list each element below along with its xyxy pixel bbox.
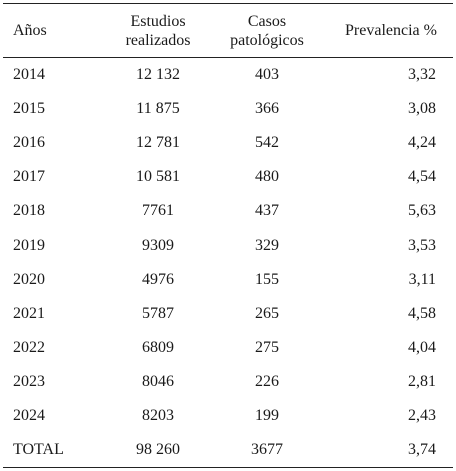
header-year: Años [13, 22, 47, 39]
cell-prevalence: 3,08 [408, 100, 436, 118]
cell-cases: 155 [255, 270, 279, 288]
total-row: TOTAL 98 260 3677 3,74 [3, 433, 453, 468]
cell-studies: 4976 [142, 270, 174, 288]
cell-cases: 265 [255, 304, 279, 322]
cell-year: 2022 [13, 338, 45, 356]
cell-prevalence: 3,32 [408, 66, 436, 84]
cell-prevalence: 4,54 [408, 168, 436, 186]
cell-cases: 366 [255, 100, 279, 118]
cell-prevalence: 5,63 [408, 202, 436, 220]
cell-studies: 10 581 [136, 168, 180, 186]
cell-cases: 199 [255, 406, 279, 424]
cell-prevalence: 4,04 [408, 338, 436, 356]
cell-year: 2016 [13, 134, 45, 152]
cell-cases: 3677 [251, 441, 283, 459]
header-cases-line2: patológicos [230, 31, 304, 49]
cell-year: 2020 [13, 270, 45, 288]
table-row: 2019 9309 329 3,53 [3, 228, 453, 262]
cell-studies: 6809 [142, 338, 174, 356]
cell-cases: 403 [255, 66, 279, 84]
table-row: 2023 8046 226 2,81 [3, 365, 453, 399]
cell-prevalence: 2,81 [408, 372, 436, 390]
table-header: Años Estudios realizados Casos patológic… [3, 3, 453, 58]
table-body: 2014 12 132 403 3,32 2015 11 875 366 3,0… [3, 58, 453, 468]
header-studies-line2: realizados [125, 31, 191, 49]
cell-studies: 8203 [142, 406, 174, 424]
cell-prevalence: 2,43 [408, 406, 436, 424]
cell-studies: 12 781 [136, 134, 180, 152]
cell-year: TOTAL [13, 441, 64, 459]
cell-prevalence: 4,58 [408, 304, 436, 322]
cell-studies: 8046 [142, 372, 174, 390]
table-row: 2024 8203 199 2,43 [3, 399, 453, 433]
table-row: 2015 11 875 366 3,08 [3, 92, 453, 126]
table-row: 2022 6809 275 4,04 [3, 331, 453, 365]
cell-cases: 480 [255, 168, 279, 186]
cell-year: 2014 [13, 66, 45, 84]
cell-prevalence: 4,24 [408, 134, 436, 152]
cell-cases: 437 [255, 202, 279, 220]
cell-prevalence: 3,74 [408, 441, 436, 459]
cell-year: 2019 [13, 236, 45, 254]
cell-studies: 9309 [142, 236, 174, 254]
header-row: Años Estudios realizados Casos patológic… [3, 3, 453, 58]
table-row: 2020 4976 155 3,11 [3, 263, 453, 297]
header-studies: Estudios realizados [103, 4, 213, 58]
cell-studies: 5787 [142, 304, 174, 322]
cell-year: 2023 [13, 372, 45, 390]
table-row: 2018 7761 437 5,63 [3, 194, 453, 228]
cell-year: 2017 [13, 168, 45, 186]
cell-cases: 275 [255, 338, 279, 356]
cell-studies: 7761 [142, 202, 174, 220]
cell-cases: 226 [255, 372, 279, 390]
table-row: 2014 12 132 403 3,32 [3, 58, 453, 93]
cell-year: 2018 [13, 202, 45, 220]
header-prevalence: Prevalencia % [345, 22, 437, 39]
cell-prevalence: 3,11 [408, 270, 436, 288]
cell-cases: 329 [255, 236, 279, 254]
header-studies-line1: Estudios [130, 12, 186, 30]
table-row: 2021 5787 265 4,58 [3, 297, 453, 331]
cell-studies: 11 875 [136, 100, 180, 118]
cell-cases: 542 [255, 134, 279, 152]
header-cases: Casos patológicos [213, 4, 321, 58]
table-row: 2016 12 781 542 4,24 [3, 126, 453, 160]
prevalence-table-container: Años Estudios realizados Casos patológic… [3, 3, 453, 468]
cell-studies: 98 260 [136, 441, 180, 459]
cell-prevalence: 3,53 [408, 236, 436, 254]
cell-year: 2015 [13, 100, 45, 118]
prevalence-table: Años Estudios realizados Casos patológic… [3, 3, 453, 468]
table-row: 2017 10 581 480 4,54 [3, 160, 453, 194]
header-cases-line1: Casos [247, 12, 287, 30]
cell-year: 2024 [13, 406, 45, 424]
cell-year: 2021 [13, 304, 45, 322]
cell-studies: 12 132 [136, 66, 180, 84]
